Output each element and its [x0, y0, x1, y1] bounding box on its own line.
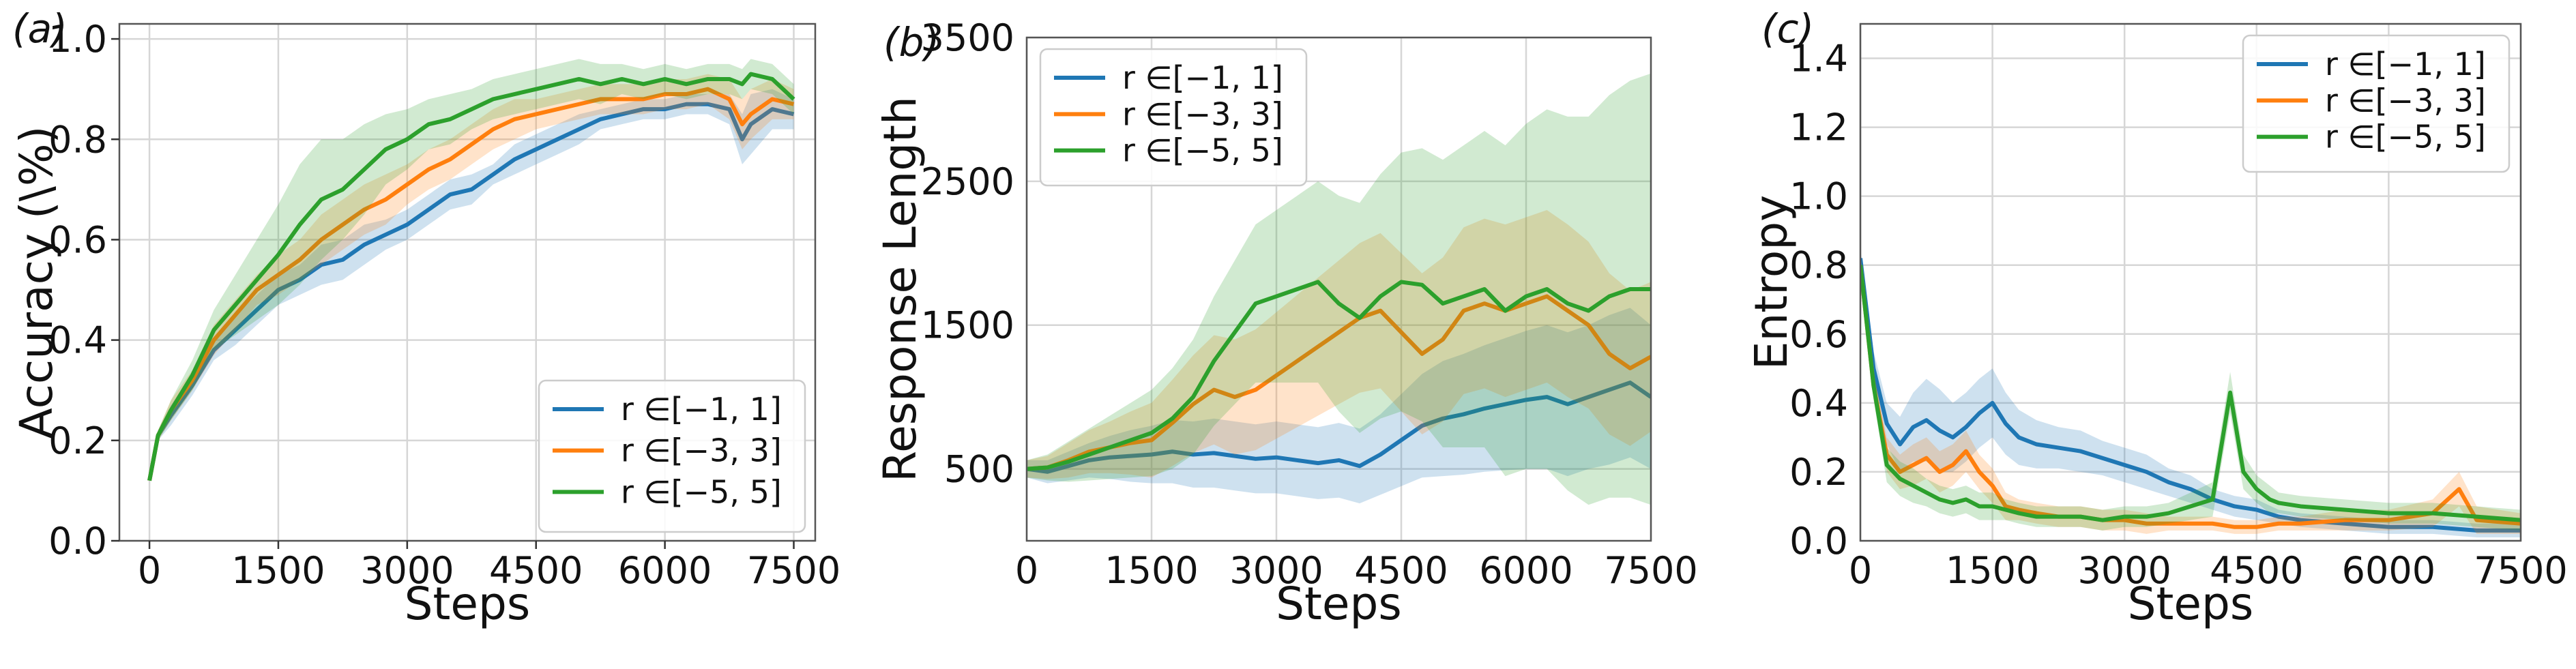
series-3-line	[1860, 265, 2521, 522]
y-tick-label: 0.4	[48, 319, 107, 362]
x-tick-label: 1500	[231, 549, 325, 592]
y-tick-label: 0.0	[1789, 520, 1848, 563]
y-tick-label: 0.6	[48, 218, 107, 261]
series-3-line	[1027, 280, 1651, 471]
x-tick-label: 0	[138, 549, 161, 592]
series-1-line	[1027, 381, 1651, 474]
y-tick-label: 1.2	[1789, 106, 1848, 149]
y-tick-label: 0.8	[48, 118, 107, 161]
x-tick-label: 4500	[2210, 549, 2303, 592]
series-2-band	[1860, 254, 2521, 534]
panel-1: 0 1500 3000 4500 6000 7500 0.0 0.2 0.4 0.6 0.8 1.0 S…	[10, 5, 840, 630]
x-tick-label: 7500	[747, 549, 840, 592]
legend: r ∈[−1, 1]r ∈[−3, 3]r ∈[−5, 5]	[1039, 48, 1308, 187]
x-tick-label: 7500	[2474, 549, 2567, 592]
legend-label-2: r ∈[−3, 3]	[2325, 82, 2486, 119]
legend-box	[538, 379, 806, 533]
panel-tag: (a)	[12, 5, 68, 52]
panel-tag: (b)	[883, 19, 939, 65]
x-tick-label: 3000	[360, 549, 454, 592]
legend-label-2: r ∈[−3, 3]	[621, 432, 782, 469]
series-1-band	[149, 89, 794, 481]
x-tick-label: 6000	[618, 549, 712, 592]
x-tick-label: 4500	[1354, 549, 1448, 592]
legend-box	[1039, 48, 1308, 187]
legend-label-2: r ∈[−3, 3]	[1122, 95, 1283, 132]
x-tick-label: 1500	[1946, 549, 2039, 592]
y-axis-label: Entropy	[1745, 195, 1798, 370]
y-tick-label: 1.0	[1789, 175, 1848, 218]
plot-area	[1027, 73, 1651, 505]
series-1-band	[1860, 248, 2521, 537]
y-tick-label: 0.6	[1789, 313, 1848, 356]
legend-box	[2242, 34, 2511, 173]
x-tick-label: 6000	[1479, 549, 1572, 592]
x-axis-label: Steps	[1276, 578, 1402, 630]
x-tick-label: 6000	[2342, 549, 2435, 592]
series-3-band	[1860, 254, 2521, 531]
x-tick-label: 4500	[489, 549, 583, 592]
plot-frame	[118, 23, 817, 542]
y-tick-label: 1.0	[48, 18, 107, 61]
x-axis-label: Steps	[405, 578, 531, 630]
x-tick-label: 3000	[2077, 549, 2171, 592]
legend-label-1: r ∈[−1, 1]	[2325, 46, 2486, 83]
legend-label-1: r ∈[−1, 1]	[621, 391, 782, 428]
y-tick-label: 0.2	[48, 419, 107, 462]
series-3-line	[147, 72, 795, 481]
y-tick-label: 2500	[921, 160, 1014, 203]
y-axis-label: Response Length	[874, 96, 926, 482]
y-tick-label: 0.8	[1789, 244, 1848, 287]
legend: r ∈[−1, 1] r ∈[−3, 3] r ∈[−5, 5]	[538, 379, 806, 533]
series-3-band	[1027, 73, 1651, 505]
plot-area	[1860, 248, 2521, 537]
y-tick-label: 3500	[921, 16, 1014, 59]
series-2-line	[1027, 294, 1651, 471]
series-3-band	[149, 59, 794, 481]
legend-label-1: r ∈[−1, 1]	[1122, 59, 1283, 96]
y-tick-label: 0.4	[1789, 382, 1848, 425]
y-tick-label: 1500	[921, 304, 1014, 347]
series-2-band	[149, 74, 794, 481]
y-tick-label: 0.0	[48, 520, 107, 563]
y-tick-label: 500	[944, 448, 1014, 491]
plot-area	[147, 59, 795, 481]
x-tick-label: 3000	[1229, 549, 1323, 592]
legend: r ∈[−1, 1]r ∈[−3, 3]r ∈[−5, 5]	[2242, 34, 2511, 173]
y-axis-label: Accuracy (\%)	[10, 126, 63, 439]
x-axis-label: Steps	[2128, 578, 2254, 630]
y-tick-label: 1.4	[1789, 38, 1848, 80]
series-2-line	[147, 87, 795, 481]
series-1-line	[147, 102, 795, 481]
panel-tag: (c)	[1761, 5, 1814, 52]
series-1-line	[1860, 258, 2521, 533]
legend-label-3: r ∈[−5, 5]	[621, 473, 782, 510]
plot-frame	[1025, 36, 1652, 542]
y-tick-label: 0.2	[1789, 451, 1848, 494]
x-tick-label: 0	[1015, 549, 1038, 592]
x-tick-label: 0	[1849, 549, 1872, 592]
plot-frame	[1859, 23, 2522, 542]
legend-label-3: r ∈[−5, 5]	[2325, 119, 2486, 155]
panel-3: 0 1500 3000 4500 6000 7500 0.0 0.2 0.4 0.6 0.8 1.0 1…	[1745, 5, 2568, 630]
panel-2: 0 1500 3000 4500 6000 7500 500 1500 2500 3500 Step…	[874, 16, 1698, 630]
x-tick-label: 7500	[1604, 549, 1697, 592]
x-tick-label: 1500	[1104, 549, 1198, 592]
legend-label-3: r ∈[−5, 5]	[1122, 132, 1283, 169]
